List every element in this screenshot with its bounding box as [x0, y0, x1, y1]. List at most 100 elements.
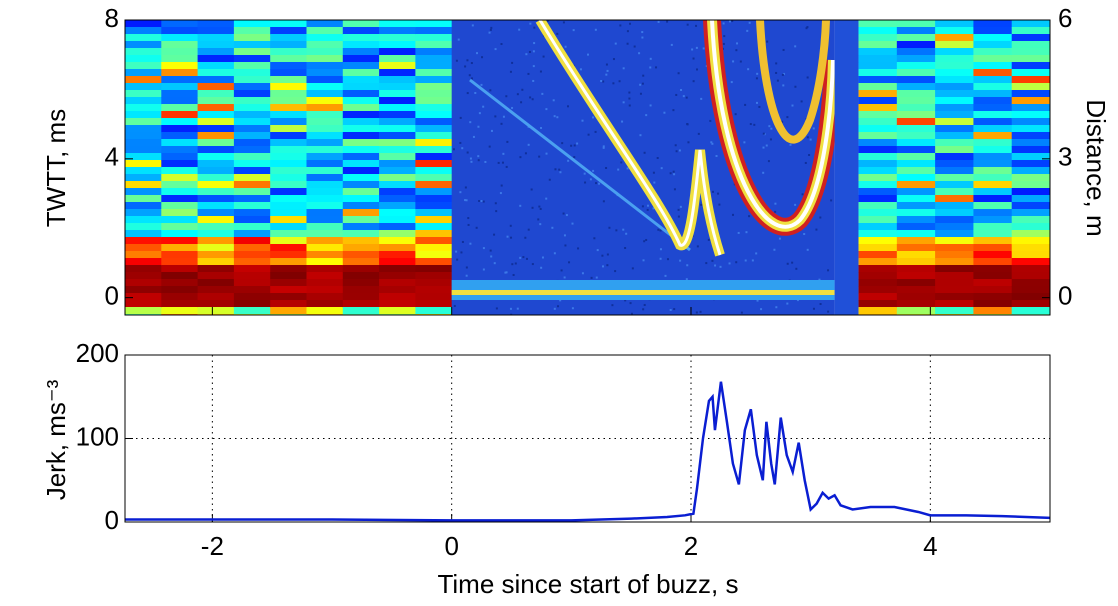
echo-trace [469, 78, 691, 252]
heatmap-noise [480, 83, 483, 86]
heatmap-cell [379, 258, 416, 266]
heatmap-cell [896, 251, 936, 259]
heatmap-noise [617, 168, 620, 171]
heatmap-noise [519, 204, 522, 207]
heatmap-noise [572, 29, 575, 32]
heatmap-cell [973, 237, 1013, 245]
heatmap-cell [973, 104, 1013, 112]
heatmap-noise [556, 32, 559, 35]
heatmap-cell [973, 146, 1013, 154]
heatmap-cell [896, 307, 936, 315]
heatmap-cell [270, 146, 307, 154]
heatmap-cell [161, 300, 199, 308]
heatmap-cell [379, 69, 416, 77]
heatmap-noise [524, 152, 527, 155]
heatmap-cell [1011, 223, 1050, 231]
heatmap-cell [1011, 307, 1050, 315]
heatmap-noise [464, 65, 467, 68]
heatmap-cell [379, 76, 416, 84]
heatmap-cell [896, 20, 936, 28]
heatmap-cell [306, 34, 344, 42]
heatmap-cell [379, 223, 416, 231]
heatmap-cell [197, 139, 235, 147]
heatmap-noise [664, 274, 667, 277]
heatmap-noise [511, 106, 514, 109]
heatmap-cell [1011, 188, 1050, 196]
heatmap-cell [973, 307, 1013, 315]
heatmap-cell [858, 76, 898, 84]
heatmap-cell [415, 125, 453, 133]
heatmap-cell [125, 223, 162, 231]
heatmap-noise [519, 256, 522, 259]
heatmap-cell [1011, 153, 1050, 161]
heatmap-noise [686, 264, 689, 267]
heatmap-noise [673, 188, 676, 191]
heatmap-cell [935, 272, 974, 280]
heatmap-noise [593, 237, 596, 240]
heatmap-noise [819, 216, 822, 219]
heatmap-noise [804, 161, 807, 164]
y-tick-label: 200 [76, 338, 119, 368]
heatmap-cell [935, 209, 974, 217]
heatmap-noise [539, 70, 542, 73]
heatmap-cell [342, 90, 380, 98]
heatmap-cell [161, 230, 199, 238]
heatmap-cell [197, 34, 235, 42]
heatmap-cell [858, 230, 898, 238]
heatmap-noise [581, 119, 584, 122]
heatmap-cell [161, 244, 199, 252]
heatmap-cell [896, 174, 936, 182]
heatmap-noise [687, 141, 690, 144]
heatmap-cell [270, 132, 307, 140]
heatmap-noise [673, 308, 676, 311]
heatmap-noise [506, 235, 509, 238]
heatmap-cell [896, 132, 936, 140]
heatmap-noise [482, 105, 485, 108]
heatmap-cell [197, 265, 235, 273]
heatmap-noise [745, 231, 748, 234]
heatmap-cell [858, 174, 898, 182]
heatmap-cell [379, 244, 416, 252]
heatmap-noise [470, 77, 473, 80]
heatmap-cell [270, 272, 307, 280]
heatmap-cell [342, 132, 380, 140]
heatmap-noise [590, 276, 593, 279]
heatmap-cell [270, 174, 307, 182]
heatmap-noise [563, 276, 566, 279]
heatmap-noise [748, 21, 751, 24]
heatmap-cell [935, 139, 974, 147]
heatmap-cell [973, 34, 1013, 42]
heatmap-cell [161, 55, 199, 63]
heatmap-cell [306, 69, 344, 77]
heatmap-cell [1011, 83, 1050, 91]
heatmap-noise [776, 79, 779, 82]
heatmap-noise [541, 256, 544, 259]
heatmap-cell [233, 195, 271, 203]
heatmap-cell [935, 230, 974, 238]
heatmap-noise [553, 307, 556, 310]
heatmap-cell [161, 62, 199, 70]
heatmap-noise [786, 262, 789, 265]
heatmap-cell [125, 48, 162, 56]
heatmap-cell [342, 83, 380, 91]
heatmap-noise [540, 266, 543, 269]
heatmap-cell [233, 167, 271, 175]
heatmap-noise [475, 226, 478, 229]
heatmap-noise [505, 165, 508, 168]
heatmap-noise [789, 143, 792, 146]
heatmap-cell [935, 146, 974, 154]
heatmap-noise [516, 93, 519, 96]
heatmap-cell [379, 118, 416, 126]
heatmap-cell [197, 167, 235, 175]
heatmap-noise [467, 217, 470, 220]
heatmap-cell [858, 251, 898, 259]
heatmap-cell [270, 48, 307, 56]
heatmap-cell [973, 209, 1013, 217]
heatmap-noise [626, 167, 629, 170]
heatmap-cell [342, 286, 380, 294]
heatmap-noise [723, 35, 726, 38]
heatmap-cell [342, 279, 380, 287]
heatmap-cell [935, 279, 974, 287]
heatmap-noise [471, 24, 474, 27]
heatmap-noise [469, 121, 472, 124]
